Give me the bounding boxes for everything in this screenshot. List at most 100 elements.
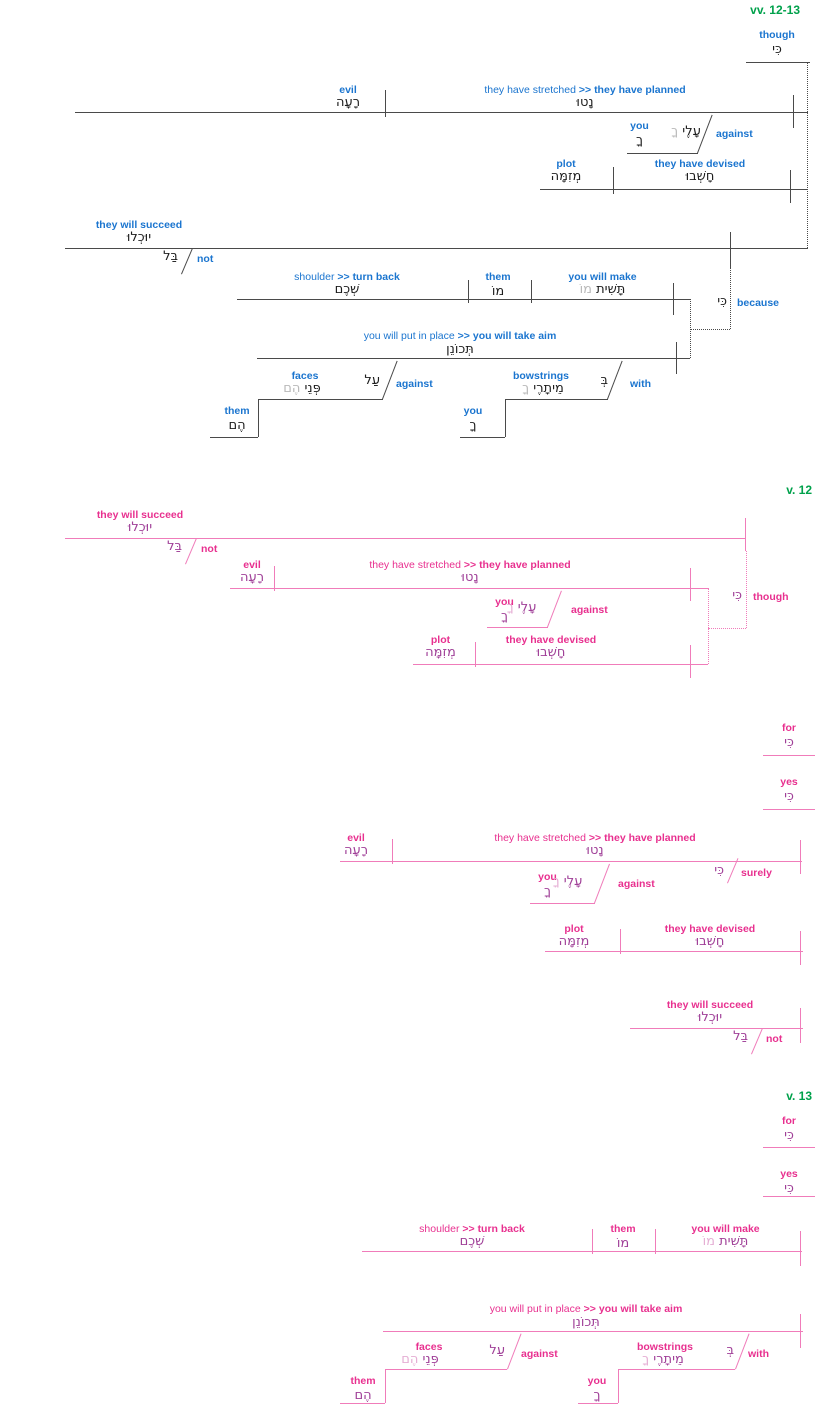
end-tick	[690, 568, 691, 601]
gloss-devised: they have devised	[505, 634, 597, 646]
hebrew-for: כִּי	[784, 735, 794, 750]
hebrew-turn-back: שְׁכֶם	[459, 1234, 485, 1249]
hebrew-yes: כִּי	[784, 1181, 794, 1196]
preposition-slash	[507, 1333, 522, 1370]
gloss-not: not	[766, 1033, 783, 1045]
step-line	[578, 1403, 618, 1404]
clause-baseline	[75, 112, 808, 113]
section-label-v12: v. 12	[786, 483, 812, 497]
dotted-connector	[730, 267, 731, 329]
gloss-yes: yes	[780, 1168, 798, 1180]
end-tick	[676, 342, 677, 374]
gloss-though: though	[759, 29, 795, 41]
hebrew-planned: נָטוּ	[586, 843, 604, 858]
end-tick	[690, 645, 691, 678]
gloss-plot: plot	[556, 158, 576, 170]
dotted-connector	[690, 329, 730, 330]
gloss-faces: faces	[415, 1341, 443, 1353]
dotted-connector	[708, 628, 746, 629]
main-clause-baseline	[65, 538, 746, 539]
gloss-turn-back: shoulder >> turn back	[294, 271, 400, 283]
hebrew-take-aim: תְּכוֹנֵן	[572, 1315, 600, 1330]
hebrew-them: מוֹ	[491, 284, 505, 299]
step-line	[460, 437, 505, 438]
step-line	[258, 399, 383, 400]
hebrew-devised: חָשְׁבוּ	[536, 645, 566, 660]
adverb-slash	[751, 1028, 764, 1055]
hebrew-yes: כִּי	[784, 789, 794, 804]
section-label-v13: v. 13	[786, 1089, 812, 1103]
step-line	[505, 399, 506, 437]
clause-baseline	[237, 299, 690, 300]
gloss-you: you	[495, 596, 514, 608]
divider-tick	[613, 167, 614, 194]
gloss-because: because	[737, 297, 780, 309]
hebrew-succeed: יוּכְלוּ	[127, 520, 153, 535]
gloss-you: you	[538, 871, 557, 883]
preposition-slash	[594, 863, 611, 904]
hebrew-evil: רָעָה	[239, 570, 265, 585]
gloss-you: you	[587, 1375, 607, 1387]
gloss-for: for	[782, 722, 796, 734]
hebrew-plot: מְזִמָּה	[425, 645, 456, 660]
hebrew-make: תָּשִׁית מוֹ	[702, 1234, 749, 1249]
hebrew-you: ךָ	[469, 418, 477, 433]
divider-tick	[475, 642, 476, 667]
gloss-against: against	[521, 1348, 558, 1360]
hebrew-them: הֶם	[228, 418, 246, 433]
clause-baseline	[545, 951, 803, 952]
hebrew-planned: נָטוּ	[461, 570, 479, 585]
pedestal-line	[627, 153, 698, 154]
hebrew-surely: כִּי	[714, 863, 724, 878]
divider-tick	[592, 1229, 593, 1254]
gloss-against: against	[396, 378, 433, 390]
hebrew-against-suffixed: עָלֶי ךָ	[552, 874, 583, 889]
hebrew-not: בַּל	[733, 1029, 748, 1044]
end-tick	[800, 840, 801, 874]
hebrew-faces: פְּנֵי הֶם	[283, 381, 321, 396]
gloss-them: them	[485, 271, 511, 283]
clause-baseline	[630, 1028, 803, 1029]
gloss-take-aim: you will put in place >> you will take a…	[363, 330, 557, 342]
hebrew-planned: נָטוּ	[576, 95, 594, 110]
hebrew-succeed: יוּכְלוּ	[697, 1010, 723, 1025]
gloss-make: you will make	[691, 1223, 760, 1235]
hebrew-against-suffixed: עָלֶי ךָ	[506, 600, 537, 615]
conjunction-baseline	[746, 62, 810, 63]
gloss-planned: they have stretched >> they have planned	[494, 832, 696, 844]
end-tick	[800, 931, 801, 965]
step-line	[618, 1369, 735, 1370]
divider-tick	[274, 566, 275, 591]
adverb-slash	[181, 248, 194, 275]
gloss-against: against	[716, 128, 753, 140]
adverb-slash	[185, 538, 198, 565]
gloss-turn-back: shoulder >> turn back	[419, 1223, 525, 1235]
gloss-succeed: they will succeed	[96, 509, 184, 521]
gloss-not: not	[201, 543, 218, 555]
divider-tick	[385, 90, 386, 117]
gloss-make: you will make	[568, 271, 637, 283]
gloss-them: them	[224, 405, 250, 417]
hebrew-though: כִּי	[732, 588, 742, 603]
clause-baseline	[230, 588, 708, 589]
gloss-yes: yes	[780, 776, 798, 788]
gloss-not: not	[197, 253, 214, 265]
divider-tick	[655, 1229, 656, 1254]
divider-tick	[468, 280, 469, 303]
main-clause-baseline	[65, 248, 808, 249]
end-tick	[800, 1231, 801, 1266]
hebrew-evil: רָעָה	[343, 843, 369, 858]
end-tick	[800, 1008, 801, 1043]
end-tick	[790, 170, 791, 203]
conjunction-baseline	[763, 1196, 815, 1197]
gloss-surely: surely	[741, 867, 772, 879]
hebrew-plot: מְזִמָּה	[558, 934, 590, 949]
hebrew-devised: חָשְׁבוּ	[695, 934, 725, 949]
gloss-with: with	[630, 378, 651, 390]
end-tick	[793, 95, 794, 128]
step-line	[505, 399, 608, 400]
gloss-succeed: they will succeed	[95, 219, 183, 231]
divider-tick	[392, 839, 393, 864]
hebrew-you: ךָ	[544, 884, 551, 899]
connector-tick	[745, 518, 746, 551]
